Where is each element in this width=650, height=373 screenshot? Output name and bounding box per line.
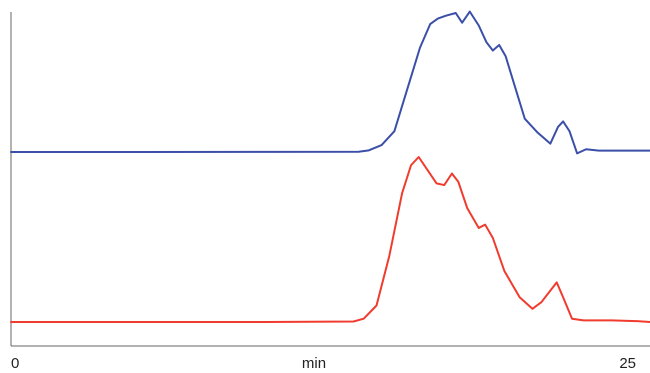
series-line-1 bbox=[10, 10, 650, 155]
x-tick-label-25: 25 bbox=[619, 355, 636, 372]
x-axis-label: min bbox=[302, 355, 326, 372]
series-group bbox=[10, 10, 650, 323]
x-tick-label-0: 0 bbox=[11, 355, 19, 372]
series-line-2 bbox=[10, 156, 650, 323]
